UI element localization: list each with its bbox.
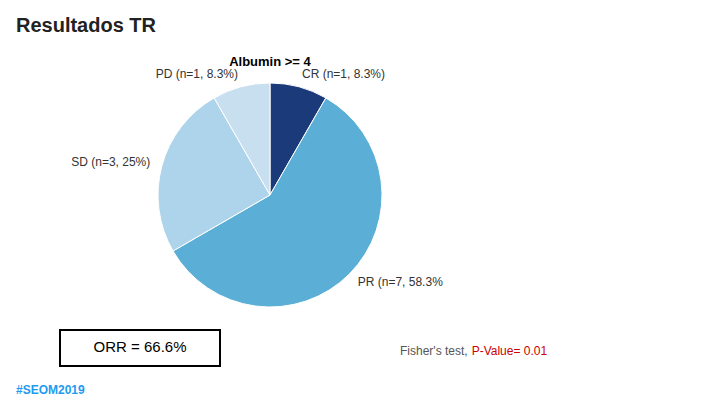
chart-container: Resultados TR Albumin >= 4CR (n=1, 8.3%) P… [0,0,720,405]
slice-label: PD (n=1, 8.3%) [156,67,238,81]
fisher-test: Fisher's test, [400,344,468,358]
pie-slice [214,83,270,195]
hashtag: #SEOM2019 [16,383,85,397]
slice-label: SD (n=3, 25%) [71,155,150,169]
p-value: P-Value= 0.01 [472,344,548,358]
orr-text: ORR = 66.6% [94,338,187,355]
pie-labels: CR (n=1, 8.3%) PR (n=7, 58.3% SD (n=3, 25%… [71,67,443,288]
slice-label: PR (n=7, 58.3% [358,275,443,289]
chart-svg: Resultados TR Albumin >= 4CR (n=1, 8.3%) P… [0,0,720,405]
chart-title: Resultados TR [16,14,157,36]
orr-box [60,330,220,366]
slice-label: CR (n=1, 8.3%) [302,67,385,81]
pie-title: Albumin >= 4 [229,54,311,69]
pie [158,83,382,307]
